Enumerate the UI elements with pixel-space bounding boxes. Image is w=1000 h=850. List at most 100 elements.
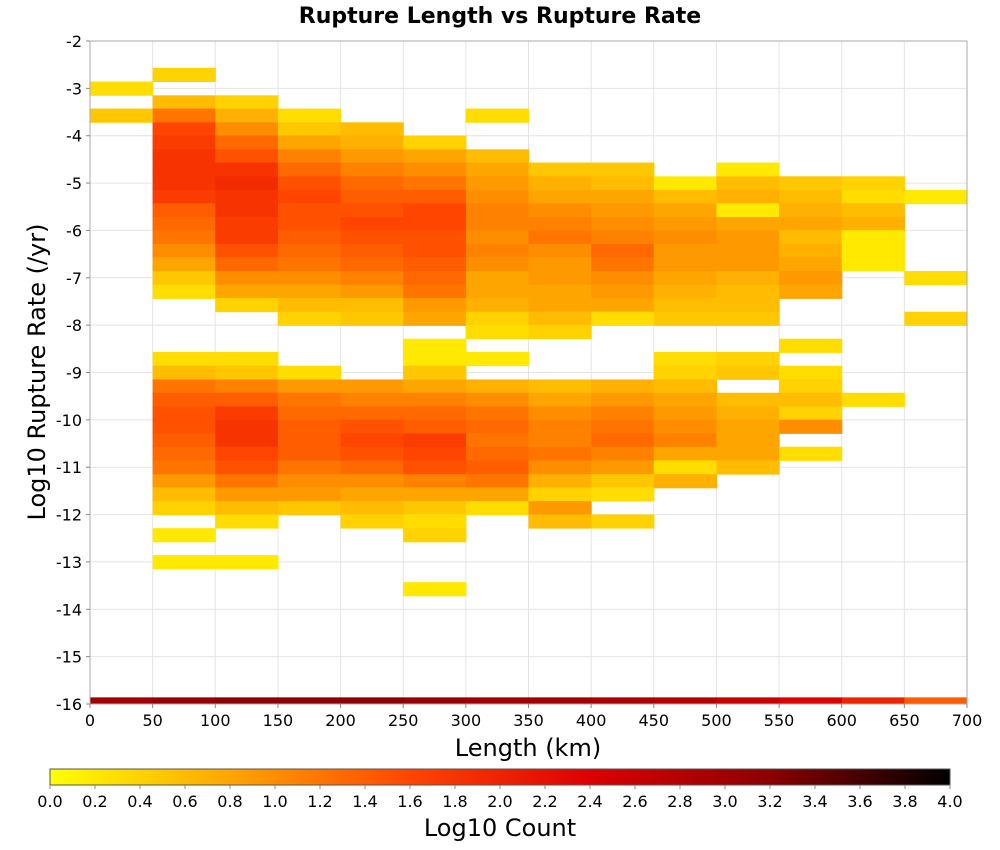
heatmap-cell	[277, 474, 342, 489]
colorbar-tick-label: 3.0	[712, 792, 737, 811]
y-tick-label: -13	[56, 553, 82, 572]
heatmap-cell	[465, 379, 530, 394]
colorbar-tick-label: 1.8	[442, 792, 467, 811]
colorbar-tick-label: 2.4	[577, 792, 602, 811]
y-tick-label: -8	[66, 316, 82, 335]
heatmap-cell	[653, 419, 718, 434]
heatmap-cell	[528, 203, 592, 218]
heatmap-cell	[340, 298, 404, 313]
heatmap-cell	[465, 392, 530, 407]
heatmap-cell	[528, 460, 592, 475]
y-axis-ticks: -2 -3 -4 -5 -6 -7 -8 -9 -10 -11 -12 -13 -14 -15 -16	[56, 32, 90, 714]
heatmap-cell	[465, 257, 530, 272]
heatmap-cell	[152, 217, 216, 232]
heatmap-cell	[779, 230, 843, 245]
heatmap-cell	[841, 230, 905, 245]
heatmap-cell	[403, 203, 467, 218]
colorbar-tick-label: 0.0	[37, 792, 62, 811]
heatmap-cell	[215, 392, 279, 407]
heatmap-baseline-cell	[653, 697, 718, 704]
heatmap-cell	[591, 284, 655, 299]
heatmap-cell	[152, 162, 216, 177]
heatmap-cell	[340, 135, 404, 150]
colorbar-tick-label: 2.8	[667, 792, 692, 811]
heatmap-cell	[403, 487, 467, 502]
heatmap-cell	[340, 122, 404, 137]
heatmap-cell	[277, 433, 342, 448]
heatmap-cell	[340, 419, 404, 434]
heatmap-cell	[653, 474, 718, 489]
heatmap-cell	[403, 176, 467, 191]
plot-area	[89, 40, 968, 705]
x-tick-label: 700	[952, 711, 983, 730]
heatmap-cell	[152, 95, 216, 110]
heatmap-cell	[403, 311, 467, 326]
heatmap-cell	[653, 446, 718, 461]
heatmap-cell	[152, 365, 216, 380]
heatmap-cell	[779, 244, 843, 259]
heatmap-cell	[152, 433, 216, 448]
heatmap-cell	[841, 176, 905, 191]
heatmap-cell	[277, 501, 342, 516]
heatmap-cell	[465, 406, 530, 421]
colorbar-title: Log10 Count	[424, 814, 576, 842]
heatmap-cell	[277, 135, 342, 150]
heatmap-cell	[277, 230, 342, 245]
colorbar-tick-label: 1.0	[262, 792, 287, 811]
heatmap-cell	[215, 474, 279, 489]
heatmap-cell	[465, 176, 530, 191]
x-tick-label: 650	[889, 711, 920, 730]
heatmap-cell	[904, 190, 968, 205]
heatmap-cell	[465, 460, 530, 475]
heatmap-cell	[403, 351, 467, 367]
heatmap-cell	[528, 406, 592, 421]
y-tick-label: -7	[66, 269, 82, 288]
heatmap-cell	[779, 419, 843, 434]
colorbar-tick-label: 0.8	[217, 792, 242, 811]
y-tick-label: -6	[66, 221, 82, 240]
heatmap-cell	[653, 190, 718, 205]
heatmap-cell	[716, 203, 780, 218]
heatmap-cell	[403, 230, 467, 245]
y-axis-title: Log10 Rupture Rate (/yr)	[23, 224, 51, 521]
heatmap-baseline-cell	[403, 697, 467, 704]
heatmap-cell	[340, 501, 404, 516]
heatmap-cell	[716, 392, 780, 407]
heatmap-cell	[403, 474, 467, 489]
y-tick-label: -9	[66, 364, 82, 383]
y-tick-label: -16	[56, 695, 82, 714]
heatmap-cell	[465, 284, 530, 299]
heatmap-cell	[528, 217, 592, 232]
heatmap-cell	[215, 230, 279, 245]
heatmap-cell	[653, 257, 718, 272]
x-tick-label: 350	[513, 711, 544, 730]
heatmap-cell	[152, 176, 216, 191]
heatmap-cell	[403, 433, 467, 448]
heatmap-cell	[215, 135, 279, 150]
heatmap-cell	[152, 351, 216, 367]
heatmap-cell	[277, 176, 342, 191]
heatmap-cell	[653, 392, 718, 407]
heatmap-cell	[403, 392, 467, 407]
heatmap-cell	[277, 298, 342, 313]
heatmap-cell	[591, 392, 655, 407]
heatmap-cell	[465, 501, 530, 516]
heatmap-cell	[779, 217, 843, 232]
heatmap-cell	[904, 311, 968, 326]
heatmap-cell	[716, 433, 780, 448]
heatmap-cell	[277, 446, 342, 461]
heatmap-cell	[591, 244, 655, 259]
heatmap-cell	[465, 487, 530, 502]
heatmap-cell	[841, 217, 905, 232]
heatmap-cell	[277, 122, 342, 137]
colorbar-tick-label: 1.6	[397, 792, 422, 811]
x-tick-label: 550	[764, 711, 795, 730]
heatmap-baseline-cell	[465, 697, 530, 704]
heatmap-cell	[779, 203, 843, 218]
heatmap-cell	[591, 217, 655, 232]
heatmap-cell	[653, 217, 718, 232]
heatmap-cell	[340, 446, 404, 461]
heatmap-cell	[215, 190, 279, 205]
heatmap-cell	[653, 379, 718, 394]
heatmap-baseline-cell	[904, 697, 968, 704]
